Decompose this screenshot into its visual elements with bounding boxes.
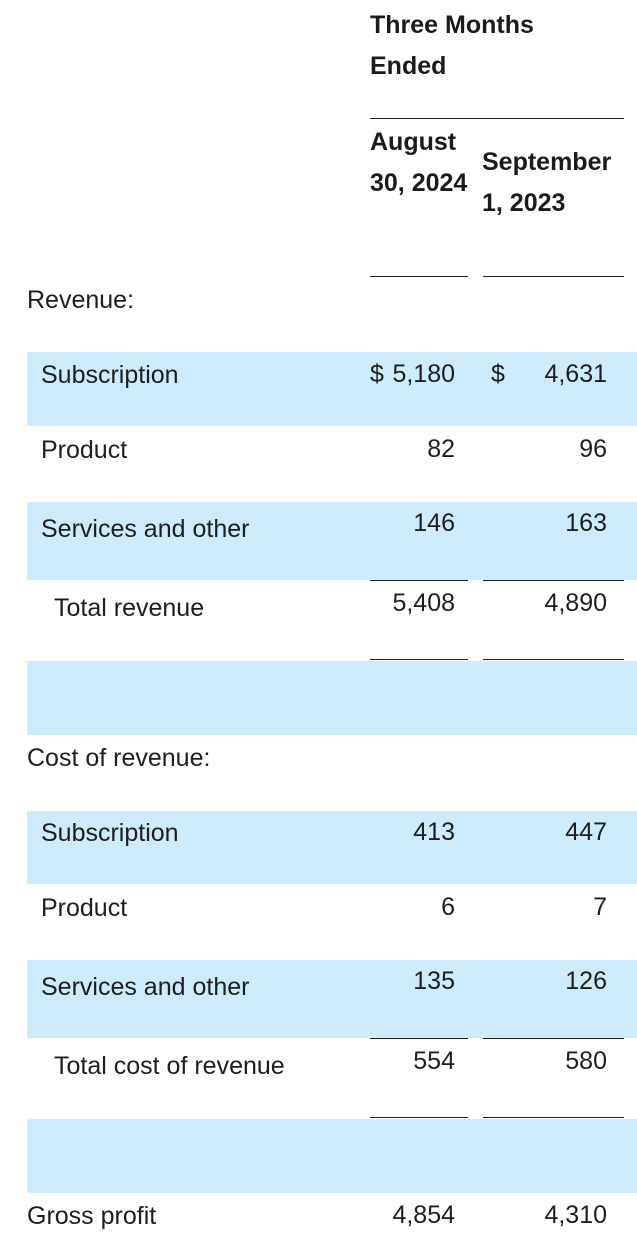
value-2023: 96	[579, 435, 607, 463]
gross-profit-2023: 4,310	[544, 1201, 607, 1229]
column-header-2024: August 30, 2024	[370, 128, 468, 197]
value-2024: 146	[413, 509, 455, 537]
value-2023: 447	[565, 818, 607, 846]
gross-profit-2024: 4,854	[392, 1201, 455, 1229]
spacer-band	[27, 1119, 637, 1193]
header-divider	[370, 118, 624, 119]
total-rule	[370, 1117, 468, 1118]
row-label: Services and other	[41, 973, 250, 1001]
currency-symbol: $	[491, 360, 505, 388]
section-title-revenue: Revenue:	[27, 286, 135, 314]
total-cost-2023: 580	[565, 1047, 607, 1075]
total-rule	[483, 1117, 624, 1118]
column-underline-2023	[483, 276, 624, 277]
row-label: Subscription	[41, 361, 179, 389]
subtotal-rule	[483, 580, 624, 581]
row-band	[27, 811, 637, 884]
value-2023: 163	[565, 509, 607, 537]
total-rule	[370, 659, 468, 660]
value-2024: 135	[413, 967, 455, 995]
row-label: Product	[41, 894, 128, 922]
period-header: Three Months Ended	[370, 11, 534, 80]
total-revenue-label: Total revenue	[54, 594, 205, 622]
row-band	[27, 502, 637, 580]
total-revenue-2024: 5,408	[392, 589, 455, 617]
value-2023: 4,631	[544, 360, 607, 388]
row-band	[27, 352, 637, 426]
subtotal-rule	[370, 1038, 468, 1039]
spacer-band	[27, 661, 637, 735]
column-header-2023: September 1, 2023	[482, 148, 612, 217]
value-2024: 413	[413, 818, 455, 846]
total-cost-2024: 554	[413, 1047, 455, 1075]
row-label: Product	[41, 436, 128, 464]
column-underline-2024	[370, 276, 468, 277]
value-2023: 7	[593, 893, 607, 921]
value-2023: 126	[565, 967, 607, 995]
currency-symbol: $	[370, 360, 384, 388]
value-2024: 82	[427, 435, 455, 463]
section-title-cost-of-revenue: Cost of revenue:	[27, 744, 211, 772]
gross-profit-label: Gross profit	[27, 1202, 157, 1230]
total-rule	[483, 659, 624, 660]
value-2024: 6	[441, 893, 455, 921]
row-label: Subscription	[41, 819, 179, 847]
subtotal-rule	[483, 1038, 624, 1039]
total-revenue-2023: 4,890	[544, 589, 607, 617]
value-2024: 5,180	[392, 360, 455, 388]
row-label: Services and other	[41, 515, 250, 543]
subtotal-rule	[370, 580, 468, 581]
total-cost-label: Total cost of revenue	[54, 1052, 285, 1080]
row-band	[27, 960, 637, 1038]
